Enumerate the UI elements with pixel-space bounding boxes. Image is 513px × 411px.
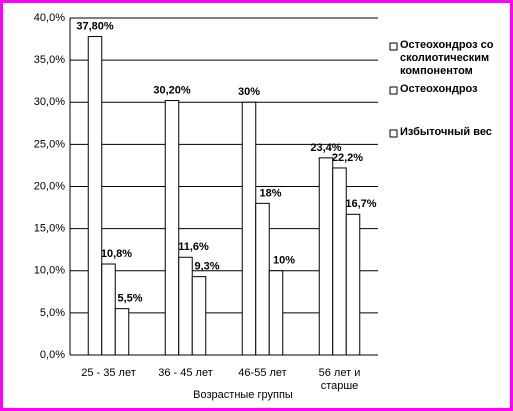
bar	[241, 101, 257, 356]
x-tick-label: 25 - 35 лет	[81, 367, 136, 379]
value-label: 30%	[238, 86, 260, 98]
x-tick-label: 36 - 45 лет	[158, 367, 213, 379]
y-tick-label: 35,0%	[34, 54, 65, 66]
y-tick-label: 40,0%	[34, 12, 65, 24]
value-label: 10%	[273, 255, 295, 267]
value-label: 37,80%	[76, 20, 114, 32]
legend-label: Остеохондроз	[400, 83, 478, 95]
value-label: 30,20%	[153, 84, 191, 96]
y-tick-label: 15,0%	[34, 223, 65, 235]
value-label: 16,7%	[345, 198, 376, 210]
value-label: 18%	[259, 187, 281, 199]
y-tick-label: 10,0%	[34, 265, 65, 277]
bar	[268, 270, 284, 356]
bar	[178, 256, 193, 356]
legend-swatch	[389, 42, 398, 51]
bar	[87, 36, 103, 356]
legend-label: Остеохондроз со сколиотическим компонент…	[400, 39, 494, 77]
value-label: 22,2%	[332, 152, 363, 164]
bar	[114, 308, 130, 356]
value-label: 11,6%	[178, 241, 209, 253]
value-label: 9,3%	[194, 261, 219, 273]
bar	[318, 157, 334, 356]
x-axis-title: Возрастные группы	[193, 389, 293, 401]
bar	[101, 263, 116, 356]
bar	[164, 100, 180, 356]
y-tick-label: 5,0%	[40, 307, 65, 319]
x-tick-label: 46-55 лет	[238, 367, 287, 379]
legend-label: Избыточный вес	[400, 126, 492, 138]
y-tick-label: 0,0%	[40, 349, 65, 361]
y-tick-label: 25,0%	[34, 138, 65, 150]
value-label: 5,5%	[117, 293, 142, 305]
legend-swatch	[389, 129, 398, 138]
value-label: 10,8%	[101, 248, 132, 260]
chart: 0,0% 5,0% 10,0% 15,0% 20,0% 25,0% 30,0% 35,0% 40…	[34, 12, 398, 361]
bar	[345, 213, 361, 356]
bar	[332, 167, 347, 356]
y-tick-label: 30,0%	[34, 96, 65, 108]
x-tick-label: 56 лет и старше	[318, 367, 361, 392]
y-tick-label: 20,0%	[34, 180, 65, 192]
bar	[191, 276, 207, 356]
value-label: 23,4%	[310, 142, 341, 154]
legend-swatch	[389, 86, 398, 95]
bar	[255, 202, 270, 356]
